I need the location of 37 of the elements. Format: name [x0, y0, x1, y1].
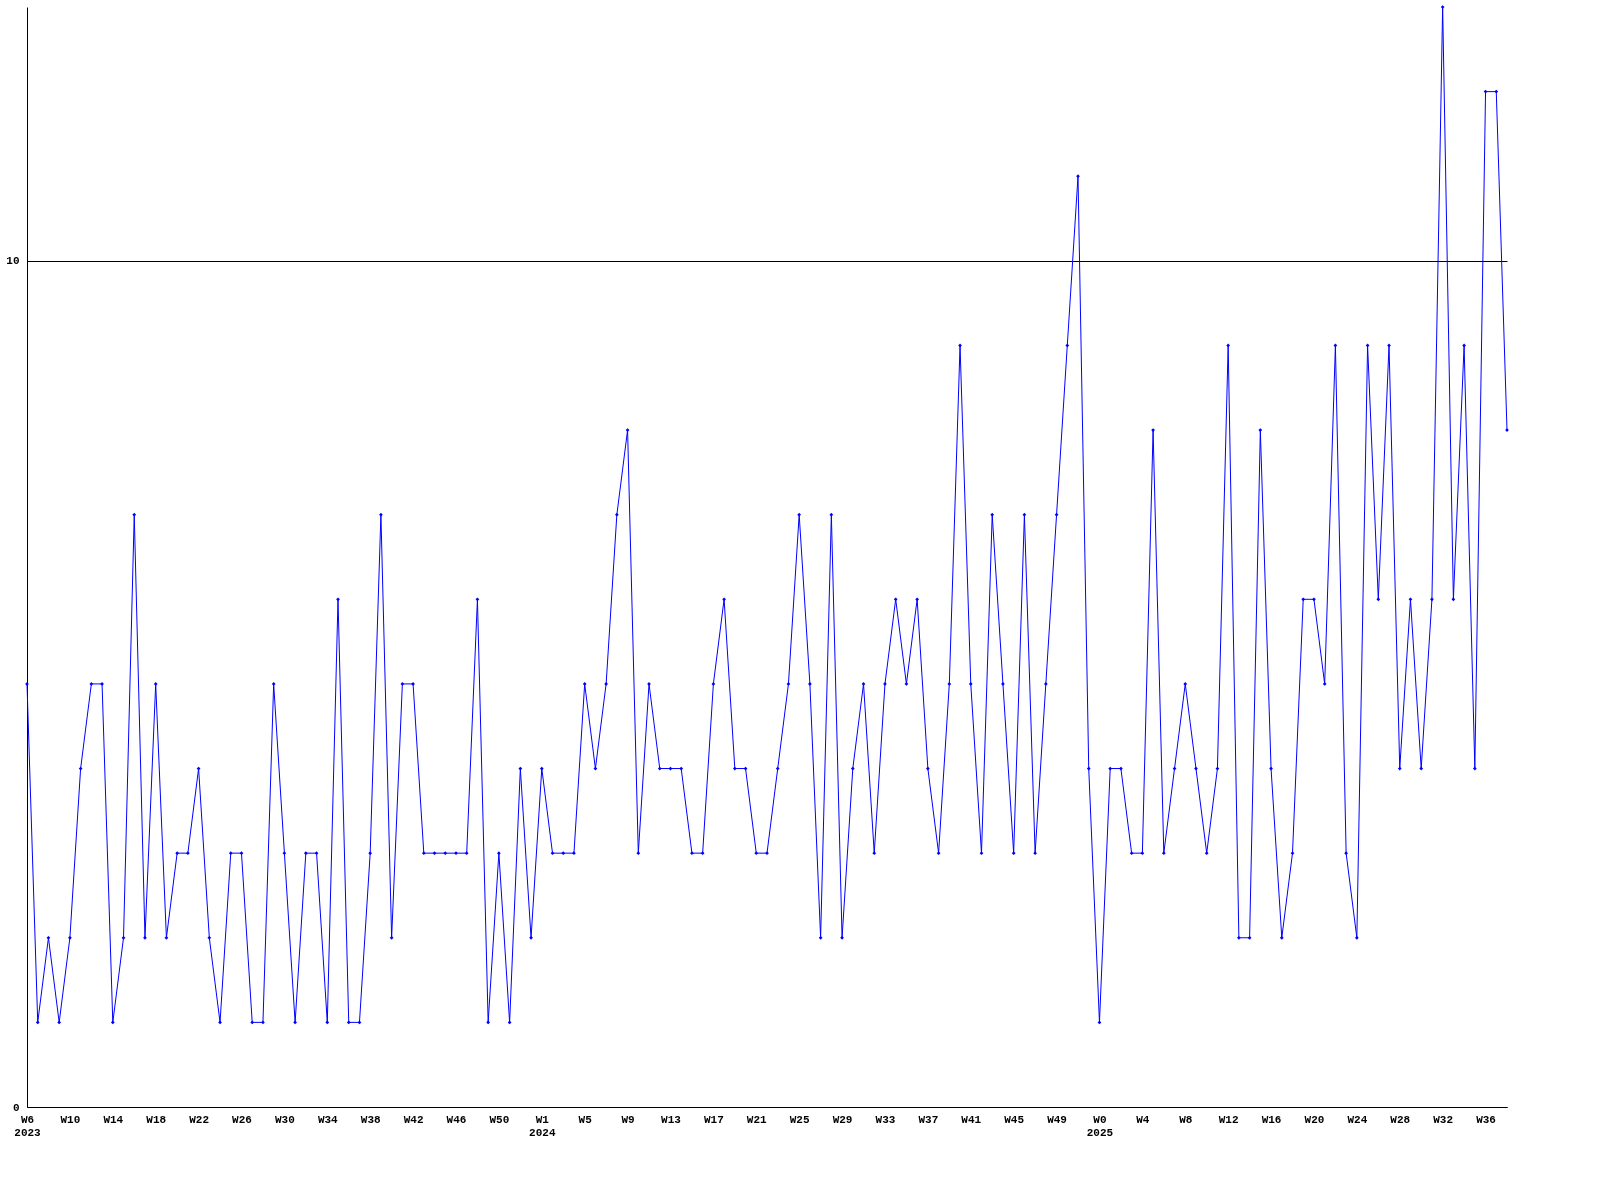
x-tick-label: W13 [661, 1113, 682, 1126]
y-tick-label: 10 [6, 255, 20, 268]
x-tick-label: W37 [918, 1113, 939, 1126]
x-tick-label: W1 2024 [529, 1113, 556, 1139]
x-tick-label: W50 [489, 1113, 510, 1126]
x-tick-label: W29 [832, 1113, 853, 1126]
x-tick-label: W45 [1004, 1113, 1025, 1126]
x-tick-label: W21 [746, 1113, 768, 1126]
x-tick-label: W22 [189, 1113, 209, 1126]
x-tick-label: W20 [1304, 1113, 1325, 1126]
x-tick-label: W16 [1261, 1113, 1282, 1126]
x-tick-label: W34 [317, 1113, 339, 1126]
x-tick-label: W10 [60, 1113, 81, 1126]
x-tick-label: W6 2023 [14, 1113, 42, 1139]
x-tick-label: W0 2025 [1086, 1113, 1114, 1139]
x-tick-label: W25 [789, 1113, 810, 1126]
x-tick-label: W4 [1136, 1113, 1150, 1126]
x-tick-label: W12 [1218, 1113, 1239, 1126]
x-tick-label: W33 [875, 1113, 896, 1126]
x-tick-label: W36 [1476, 1113, 1496, 1126]
x-tick-label: W28 [1390, 1113, 1411, 1126]
x-tick-label: W8 [1179, 1113, 1193, 1126]
x-tick-label: W32 [1433, 1113, 1454, 1126]
x-tick-label: W41 [961, 1113, 982, 1126]
x-tick-label: W38 [360, 1113, 381, 1126]
x-tick-label: W14 [103, 1113, 124, 1126]
y-tick-label: 0 [12, 1101, 20, 1114]
x-tick-label: W42 [403, 1113, 424, 1126]
x-tick-label: W49 [1047, 1113, 1067, 1126]
x-tick-label: W46 [446, 1113, 467, 1126]
x-tick-label: W18 [146, 1113, 167, 1126]
x-tick-label: W24 [1347, 1113, 1368, 1126]
x-tick-label: W30 [274, 1113, 295, 1126]
x-tick-label: W5 [578, 1113, 593, 1126]
x-tick-label: W17 [703, 1113, 724, 1126]
x-tick-label: W9 [621, 1113, 635, 1126]
x-tick-label: W26 [232, 1113, 252, 1126]
